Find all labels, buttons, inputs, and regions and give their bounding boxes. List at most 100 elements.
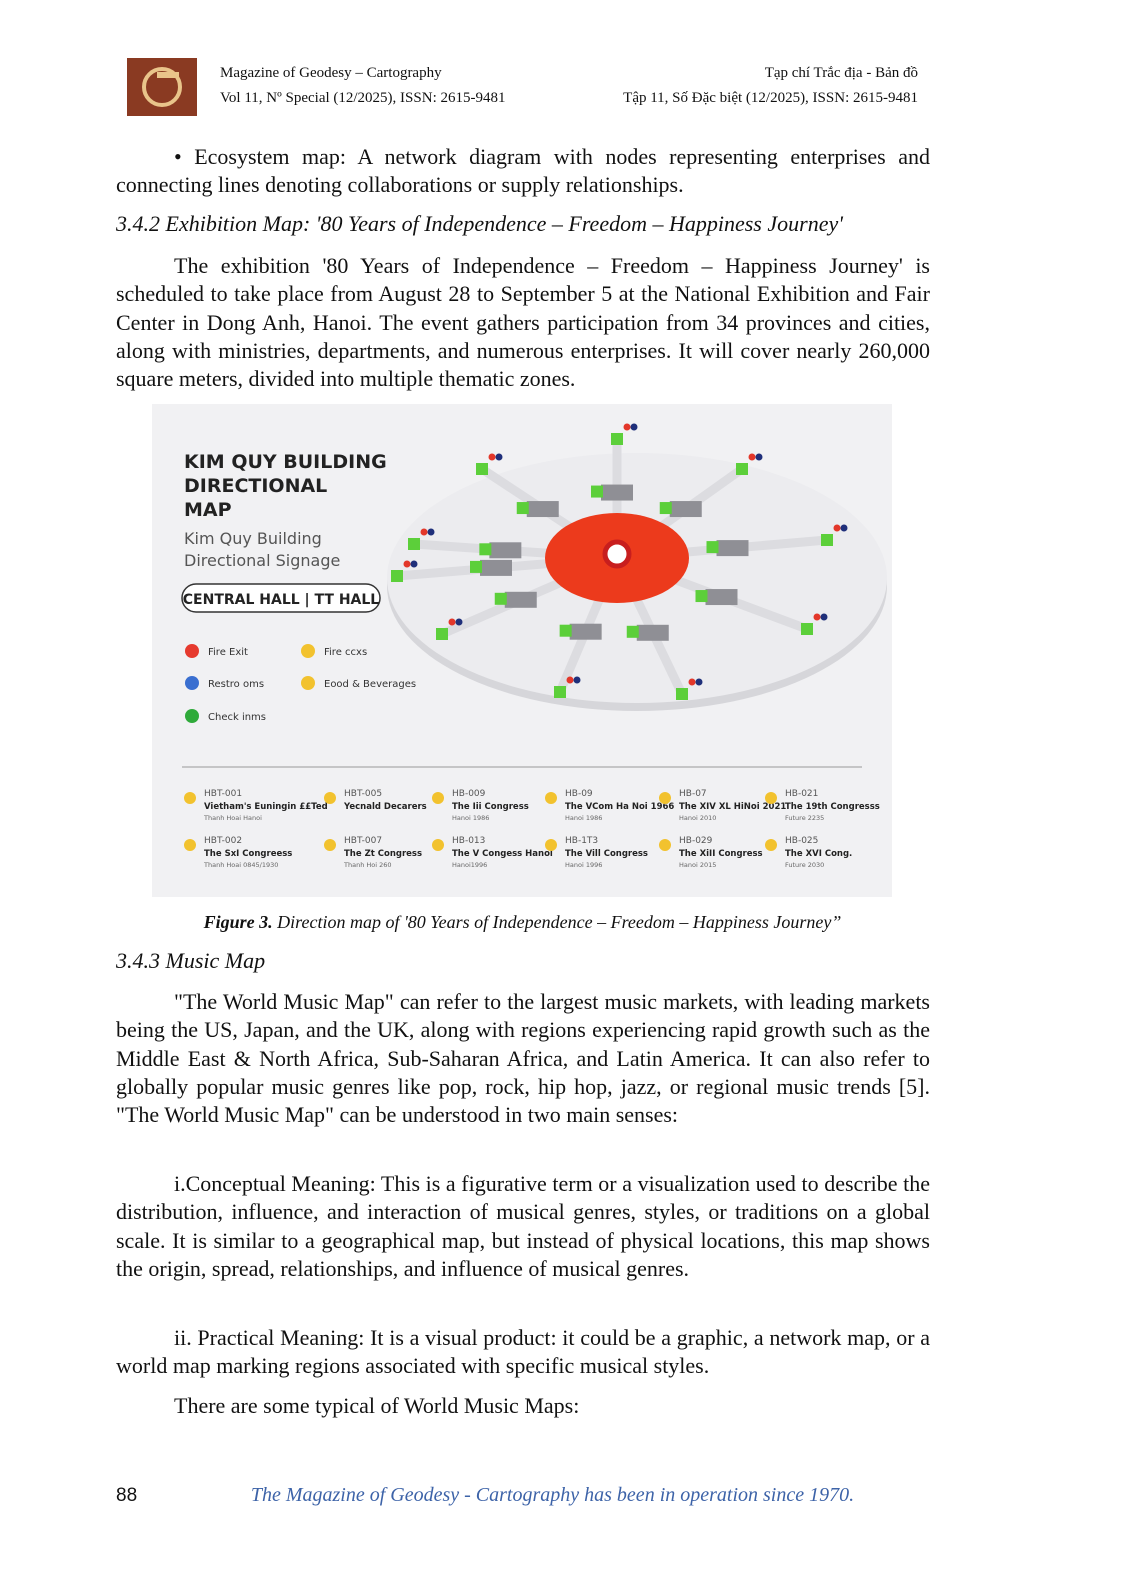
caption-text: Direction map of '80 Years of Independen…	[277, 912, 842, 932]
item-sub: Future 2235	[785, 814, 824, 822]
item-code: HB-013	[452, 836, 485, 846]
item-name: The Vill Congress	[565, 849, 648, 859]
item-icon	[432, 839, 444, 851]
item-name: The V Congess Hanol	[452, 849, 553, 859]
node-cube	[706, 541, 719, 554]
item-name: Yecnald Decarers	[343, 802, 427, 812]
node-cube	[408, 538, 420, 550]
paragraph: ii. Practical Meaning: It is a visual pr…	[116, 1325, 930, 1379]
legend-icon	[301, 676, 315, 690]
item-icon	[324, 792, 336, 804]
room	[480, 559, 512, 576]
node-cube	[676, 688, 688, 700]
legend-label: Restro oms	[208, 679, 264, 690]
item-sub: Future 2030	[785, 861, 824, 869]
marker	[688, 678, 696, 686]
section-heading: 3.4.3 Music Map	[116, 948, 266, 973]
marker	[813, 613, 821, 621]
item-name: The SxI Congreess	[204, 849, 292, 859]
figure-subtitle: Directional Signage	[184, 551, 340, 570]
legend-label: Check inms	[208, 712, 266, 723]
paragraph: i.Conceptual Meaning: This is a figurati…	[116, 1171, 930, 1281]
node-cube	[391, 570, 403, 582]
item-icon	[659, 792, 671, 804]
paragraph: The exhibition '80 Years of Independence…	[116, 253, 930, 392]
item-icon	[184, 792, 196, 804]
item-name: The XiII Congress	[679, 849, 763, 859]
figure-title: KIM QUY BUILDING	[184, 451, 387, 473]
item-sub: Thanh Hoai Hanoi	[203, 814, 262, 822]
marker	[566, 676, 574, 684]
figure-subtitle: Kim Quy Building	[184, 529, 322, 548]
item-icon	[184, 839, 196, 851]
marker	[573, 676, 581, 684]
bullet-paragraph: • Ecosystem map: A network diagram with …	[116, 144, 930, 198]
marker	[410, 560, 418, 568]
node-cube	[591, 485, 603, 498]
figure-title: DIRECTIONAL	[184, 475, 327, 497]
volume-en: Vol 11, Nº Special (12/2025), ISSN: 2615…	[220, 90, 506, 106]
item-name: The XIV XL HiNoi 2021	[679, 802, 786, 812]
item-name: The XVI Cong.	[785, 849, 852, 859]
item-icon	[545, 792, 557, 804]
item-sub: Hanoi 2010	[679, 814, 716, 822]
item-code: HB-07	[679, 789, 707, 799]
item-sub: Hanoi 1996	[565, 861, 602, 869]
item-sub: Hanoi1996	[452, 861, 487, 869]
marker	[820, 613, 828, 621]
room	[526, 501, 559, 518]
node-cube	[479, 543, 492, 556]
item-icon	[324, 839, 336, 851]
room	[636, 624, 669, 641]
item-icon	[659, 839, 671, 851]
caption: Figure 3. Direction map of '80 Years of …	[0, 912, 1045, 933]
item-code: HBT-007	[344, 836, 382, 846]
legend-icon	[185, 709, 199, 723]
item-sub: Hanoi 2015	[679, 861, 716, 869]
marker	[420, 528, 428, 536]
item-name: Vietham's Euningin ££Ted	[204, 802, 328, 812]
item-name: The VCom Ha Noi 1966	[565, 802, 674, 812]
marker	[488, 453, 496, 461]
node-cube	[801, 623, 813, 635]
marker	[755, 453, 763, 461]
node-cube	[470, 560, 482, 573]
item-code: HB-029	[679, 836, 713, 846]
marker	[455, 618, 463, 626]
legend-icon	[185, 676, 199, 690]
marker	[495, 453, 503, 461]
room	[601, 484, 633, 501]
room	[669, 501, 702, 518]
journal-vi: Tạp chí Trắc địa - Bản đồ	[764, 65, 918, 81]
node-cube	[626, 625, 639, 638]
item-name: The 19th Congresss	[785, 802, 880, 812]
caption-label: Figure 3.	[203, 912, 273, 932]
room	[705, 589, 738, 606]
node-cube	[611, 433, 623, 445]
node-cube	[559, 624, 572, 637]
volume-vi: Tập 11, Số Đặc biệt (12/2025), ISSN: 261…	[623, 90, 918, 106]
item-icon	[765, 839, 777, 851]
node-cube	[516, 502, 529, 515]
hall-box	[181, 583, 381, 613]
marker	[630, 423, 638, 431]
node-cube	[494, 592, 507, 605]
marker	[427, 528, 435, 536]
item-icon	[545, 839, 557, 851]
item-code: HBT-002	[204, 836, 242, 846]
legend-icon	[185, 644, 199, 658]
room	[489, 542, 522, 559]
room	[504, 591, 537, 608]
logo	[127, 58, 197, 116]
marker	[695, 678, 703, 686]
item-sub: Thanh Hoai 0845/1930	[203, 861, 278, 869]
item-code: HBT-005	[344, 789, 382, 799]
item-sub: Thanh Hoi 260	[343, 861, 392, 869]
node-cube	[659, 502, 672, 515]
item-name: The Iii Congress	[452, 802, 529, 812]
node-cube	[821, 534, 833, 546]
marker	[403, 560, 411, 568]
node-cube	[695, 590, 708, 603]
